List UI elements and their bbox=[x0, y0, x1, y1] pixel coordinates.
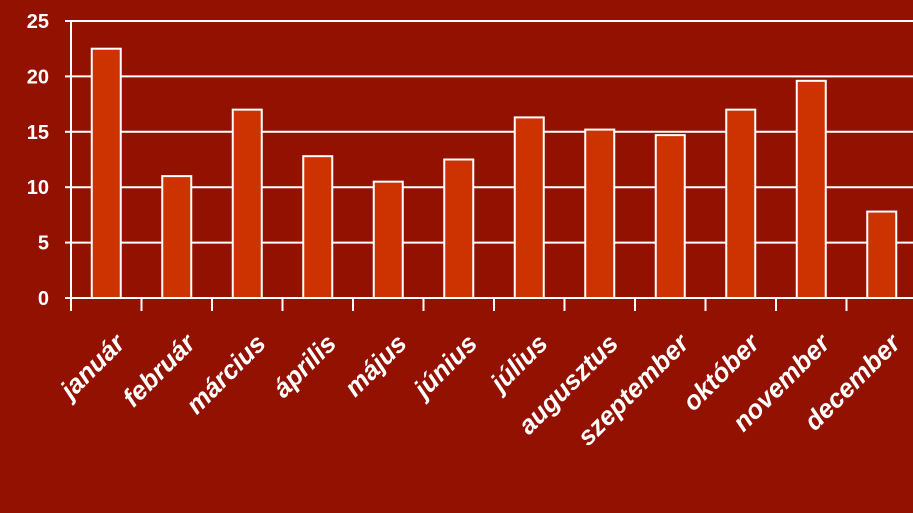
y-tick-label: 0 bbox=[38, 288, 49, 310]
grid-lines bbox=[71, 20, 913, 244]
bar-11 bbox=[795, 79, 827, 299]
x-tick-label: május bbox=[338, 328, 412, 402]
bar-7 bbox=[513, 116, 545, 299]
bar-4 bbox=[302, 155, 334, 299]
y-tick-label: 20 bbox=[27, 66, 49, 88]
bar-8 bbox=[584, 128, 616, 299]
x-tick-label: április bbox=[267, 328, 342, 403]
bar-12 bbox=[866, 210, 898, 300]
bar-6 bbox=[443, 158, 475, 299]
y-tick-label: 5 bbox=[38, 233, 49, 255]
x-tick-label: június bbox=[406, 328, 483, 405]
y-tick-label: 25 bbox=[27, 11, 49, 33]
bar-1 bbox=[90, 47, 122, 300]
bar-3 bbox=[231, 108, 263, 299]
bar-9 bbox=[654, 134, 686, 299]
bar-10 bbox=[725, 108, 757, 299]
y-tick-labels: 0 5 10 15 20 25 bbox=[27, 11, 49, 310]
bar-2 bbox=[161, 175, 193, 299]
bar-5 bbox=[372, 180, 404, 299]
axes bbox=[65, 20, 913, 311]
y-tick-label: 10 bbox=[27, 177, 49, 199]
bars bbox=[90, 47, 898, 300]
y-tick-label: 15 bbox=[27, 122, 49, 144]
